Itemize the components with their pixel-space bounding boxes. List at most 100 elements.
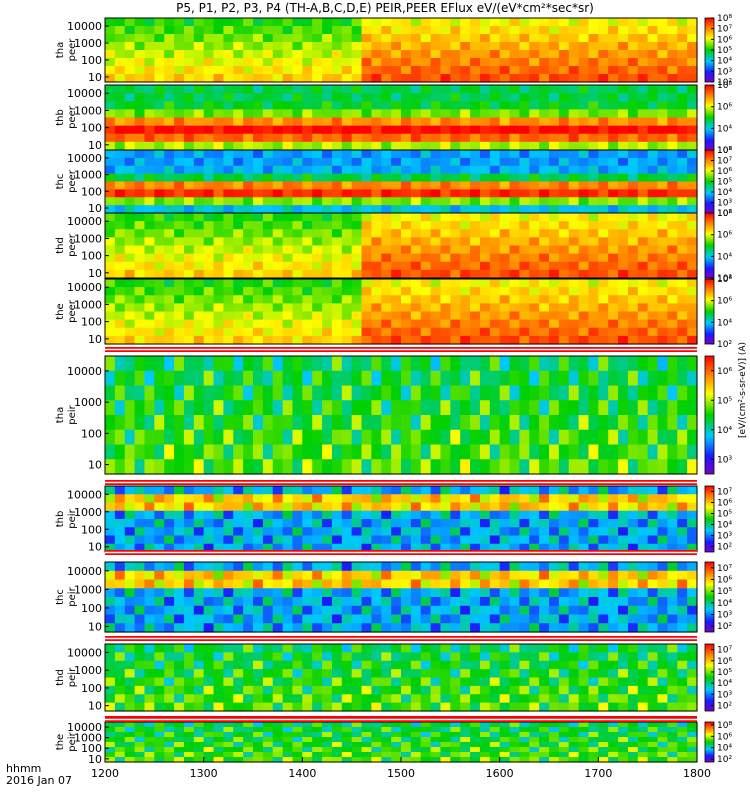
heatmap-cell (558, 253, 570, 263)
heatmap-cell (331, 34, 343, 43)
heatmap-cell (183, 502, 195, 512)
heatmap-cell (470, 197, 481, 206)
heatmap-cell (588, 677, 599, 687)
heatmap-cell (322, 486, 333, 495)
heatmap-cell (272, 245, 284, 255)
heatmap-cell (401, 752, 412, 758)
heatmap-cell (114, 660, 126, 670)
heatmap-cell (529, 588, 540, 598)
heatmap-cell (420, 165, 432, 175)
heatmap-cell (588, 189, 599, 198)
heatmap-cell (292, 737, 303, 743)
heatmap-cell (479, 502, 491, 512)
heatmap-cell (381, 327, 392, 337)
heatmap-cell (558, 141, 570, 151)
heatmap-cell (470, 356, 481, 372)
heatmap-cell (223, 562, 234, 572)
heatmap-cell (164, 702, 175, 712)
heatmap-cell (578, 34, 590, 43)
heatmap-cell (351, 597, 363, 607)
heatmap-cell (351, 269, 363, 279)
heatmap-cell (637, 117, 649, 127)
heatmap-cell (529, 737, 540, 743)
heatmap-cell (627, 605, 639, 616)
heatmap-cell (233, 34, 244, 43)
heatmap-cell (341, 287, 353, 296)
heatmap-cell (371, 385, 382, 401)
heatmap-cell (124, 157, 136, 167)
heatmap-cell (450, 356, 461, 372)
heatmap-cell (401, 614, 412, 624)
heatmap-cell (272, 213, 284, 222)
heatmap-cell (331, 677, 343, 687)
heatmap-cell (539, 50, 550, 59)
heatmap-cell (470, 18, 481, 27)
heatmap-cell (381, 245, 392, 255)
heatmap-cell (647, 669, 659, 679)
heatmap-cell (351, 535, 363, 545)
heatmap-cell (154, 150, 165, 159)
heatmap-cell (539, 660, 550, 670)
heatmap-cell (687, 117, 698, 127)
heatmap-cell (588, 652, 599, 662)
heatmap-cell (292, 197, 303, 206)
heatmap-cell (233, 213, 244, 222)
heatmap-cell (401, 502, 412, 512)
heatmap-cell (282, 109, 294, 119)
heatmap-cell (489, 623, 501, 633)
heatmap-cell (479, 588, 491, 598)
heatmap-cell (401, 213, 412, 222)
heatmap-cell (124, 50, 136, 59)
heatmap-cell (381, 702, 392, 712)
heatmap-cell (627, 189, 639, 198)
heatmap-cell (154, 562, 165, 572)
heatmap-cell (627, 18, 639, 27)
heatmap-cell (213, 117, 224, 127)
heatmap-cell (322, 752, 333, 758)
heatmap-cell (223, 685, 234, 695)
heatmap-cell (105, 133, 116, 143)
heatmap-cell (124, 543, 136, 553)
heatmap-cell (608, 165, 619, 175)
heatmap-cell (381, 141, 392, 151)
heatmap-cell (687, 26, 698, 35)
heatmap-cell (381, 669, 392, 679)
heatmap-cell (499, 370, 511, 387)
heatmap-cell (509, 535, 520, 545)
heatmap-cell (677, 311, 688, 321)
heatmap-cell (302, 181, 313, 190)
heatmap-cell (430, 26, 442, 35)
heatmap-cell (558, 614, 570, 624)
heatmap-cell (558, 444, 570, 460)
heatmap-cell (174, 141, 185, 151)
heatmap-cell (637, 742, 649, 748)
heatmap-cell (292, 18, 303, 27)
heatmap-cell (114, 444, 126, 460)
heatmap-cell (420, 205, 432, 214)
heatmap-cell (598, 295, 609, 304)
heatmap-cell (529, 319, 540, 329)
heatmap-cell (183, 510, 195, 520)
heatmap-cell (608, 614, 619, 624)
heatmap-cell (558, 757, 570, 763)
heatmap-cell (144, 543, 155, 553)
heatmap-cell (588, 459, 599, 475)
heatmap-cell (262, 702, 274, 712)
heatmap-cell (391, 623, 402, 633)
heatmap-cell (618, 205, 629, 214)
heatmap-cell (361, 429, 372, 446)
heatmap-cell (114, 205, 126, 214)
heatmap-cell (657, 722, 668, 728)
heatmap-cell (568, 42, 580, 51)
heatmap-cell (322, 494, 333, 504)
heatmap-cell (371, 562, 382, 572)
heatmap-cell (114, 562, 126, 572)
heatmap-cell (331, 727, 343, 733)
heatmap-cell (213, 109, 224, 119)
heatmap-cell (627, 229, 639, 238)
heatmap-cell (193, 58, 205, 67)
heatmap-cell (588, 213, 599, 222)
heatmap-cell (667, 197, 678, 206)
colorbar-tick-label: 10⁸ (717, 209, 732, 219)
heatmap-cell (381, 519, 392, 528)
